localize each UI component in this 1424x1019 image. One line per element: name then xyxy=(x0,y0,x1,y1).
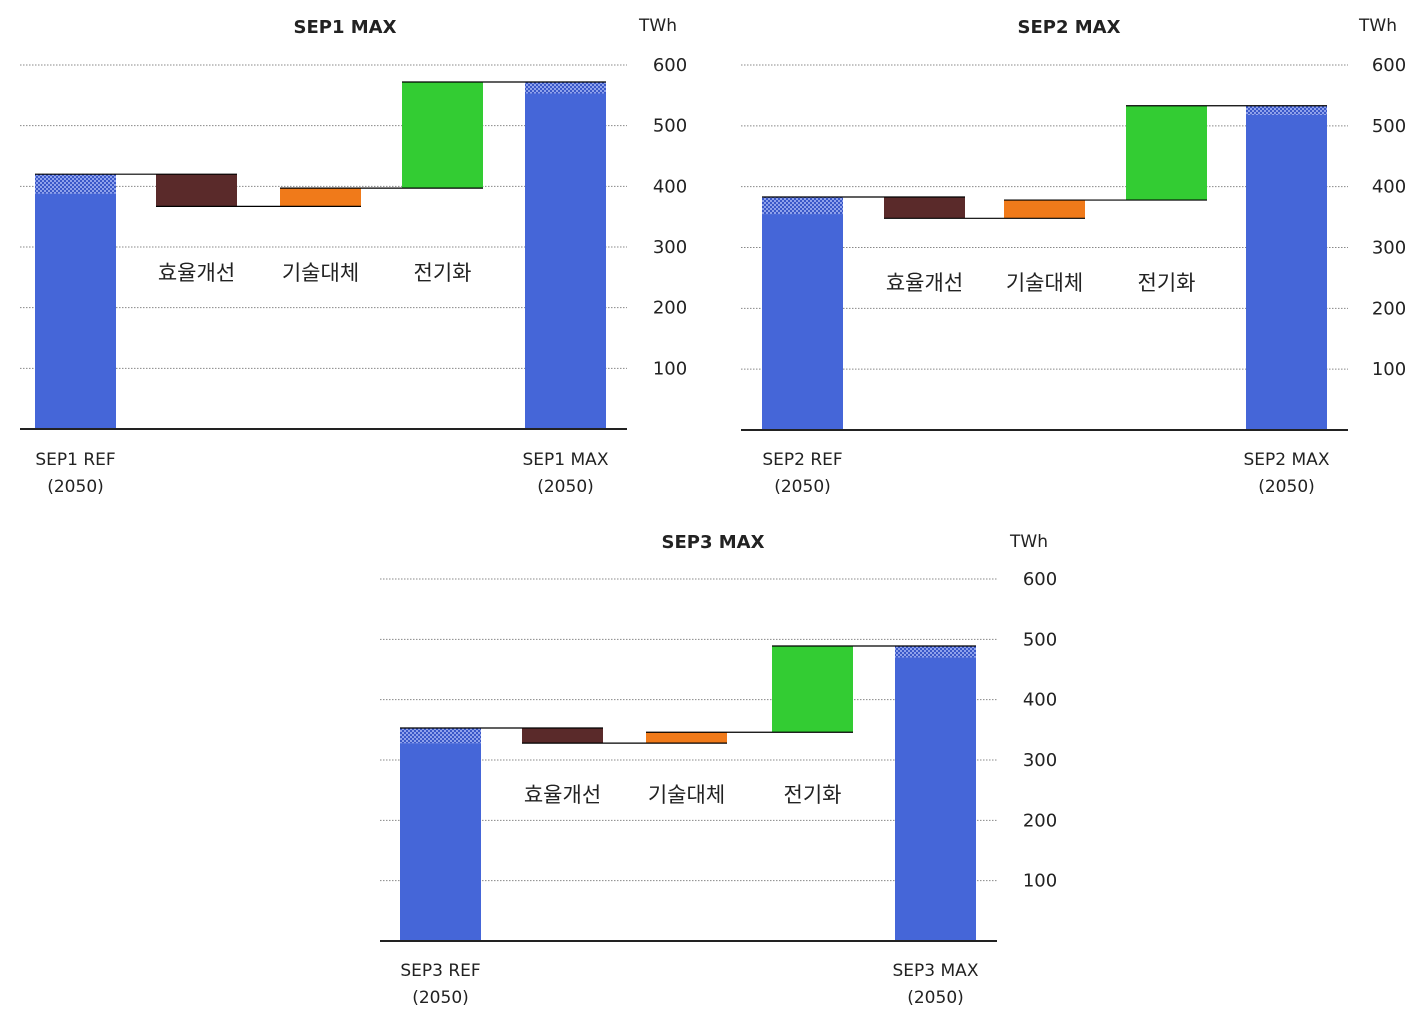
y-tick-label: 300 xyxy=(1023,750,1057,771)
step-label: 전기화 xyxy=(1138,271,1196,295)
y-axis-unit: TWh xyxy=(1009,532,1048,552)
start-category-label: SEP3 REF xyxy=(400,961,480,981)
chart-panel-2: SEP2 MAX TWh 100 200 300 400 500 600 효율개선 기술대체 전기화… xyxy=(741,16,1406,497)
step-label: 효율개선 xyxy=(158,261,235,285)
end-category-label: SEP1 MAX xyxy=(523,450,609,470)
bar-end-total xyxy=(895,657,976,941)
bar-start-hatched xyxy=(35,174,116,194)
bar-step-electrification xyxy=(772,645,853,733)
y-tick-label: 300 xyxy=(653,237,687,258)
bar-step-efficiency xyxy=(522,728,603,744)
y-tick-label: 600 xyxy=(1372,55,1406,76)
bar-end-hatched xyxy=(895,645,976,658)
bar-step-substitution xyxy=(1004,200,1085,219)
y-tick-label: 600 xyxy=(653,55,687,76)
step-label: 기술대체 xyxy=(648,783,725,807)
bar-start-hatched xyxy=(762,197,843,215)
chart-panel-3: SEP3 MAX TWh 100 200 300 400 500 600 효율개선 기술대체 전기화… xyxy=(380,532,1057,1008)
step-label: 기술대체 xyxy=(282,261,359,285)
step-label: 효율개선 xyxy=(886,271,963,295)
y-tick-label: 400 xyxy=(653,176,687,197)
start-category-label: SEP2 REF xyxy=(762,450,842,470)
bar-start-total xyxy=(762,214,843,430)
bar-step-efficiency xyxy=(884,197,965,219)
start-category-label: (2050) xyxy=(412,988,469,1008)
bar-step-substitution xyxy=(646,732,727,744)
bar-end-hatched xyxy=(525,81,606,94)
chart-title: SEP3 MAX xyxy=(662,532,765,553)
end-category-label: (2050) xyxy=(907,988,964,1008)
bar-step-substitution xyxy=(280,188,361,207)
y-tick-label: 500 xyxy=(1372,116,1406,137)
bar-start-total xyxy=(35,193,116,429)
y-axis-unit: TWh xyxy=(1358,16,1397,36)
step-label: 기술대체 xyxy=(1006,271,1083,295)
start-category-label: (2050) xyxy=(774,477,831,497)
bar-end-hatched xyxy=(1246,105,1327,115)
end-category-label: (2050) xyxy=(1258,477,1315,497)
y-tick-label: 100 xyxy=(1372,359,1406,380)
y-tick-label: 500 xyxy=(653,116,687,137)
y-tick-label: 200 xyxy=(653,298,687,319)
end-category-label: SEP3 MAX xyxy=(893,961,979,981)
end-category-label: (2050) xyxy=(537,477,594,497)
y-tick-label: 300 xyxy=(1372,238,1406,259)
y-tick-label: 200 xyxy=(1023,810,1057,831)
step-label: 효율개선 xyxy=(524,783,601,807)
chart-title: SEP2 MAX xyxy=(1018,17,1121,38)
y-tick-label: 100 xyxy=(1023,871,1057,892)
bar-step-electrification xyxy=(402,81,483,189)
end-category-label: SEP2 MAX xyxy=(1244,450,1330,470)
bar-start-hatched xyxy=(400,728,481,744)
bar-end-total xyxy=(525,93,606,429)
y-tick-label: 400 xyxy=(1372,177,1406,198)
start-category-label: (2050) xyxy=(47,477,104,497)
y-tick-label: 400 xyxy=(1023,690,1057,711)
y-tick-label: 600 xyxy=(1023,569,1057,590)
start-category-label: SEP1 REF xyxy=(35,450,115,470)
bar-step-electrification xyxy=(1126,105,1207,201)
y-tick-label: 100 xyxy=(653,358,687,379)
bar-start-total xyxy=(400,743,481,941)
bar-step-efficiency xyxy=(156,174,237,207)
y-axis-unit: TWh xyxy=(638,16,677,36)
y-tick-label: 500 xyxy=(1023,629,1057,650)
bar-end-total xyxy=(1246,114,1327,430)
y-tick-label: 200 xyxy=(1372,298,1406,319)
step-label: 전기화 xyxy=(784,783,842,807)
chart-title: SEP1 MAX xyxy=(294,17,397,38)
chart-panel-1: SEP1 MAX TWh 100 200 300 400 500 600 효율개선 기술대체 전기화… xyxy=(20,16,687,497)
step-label: 전기화 xyxy=(414,261,472,285)
